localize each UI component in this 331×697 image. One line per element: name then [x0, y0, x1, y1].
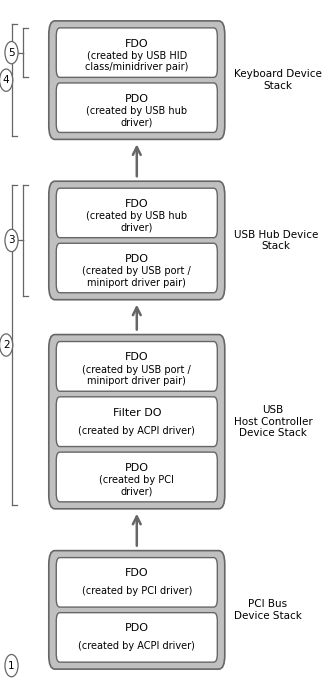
FancyBboxPatch shape	[56, 558, 217, 607]
Text: (created by PCI
driver): (created by PCI driver)	[99, 475, 174, 497]
Text: 4: 4	[3, 75, 10, 85]
FancyBboxPatch shape	[49, 551, 225, 669]
Text: 1: 1	[8, 661, 15, 671]
FancyBboxPatch shape	[56, 452, 217, 502]
FancyBboxPatch shape	[56, 342, 217, 391]
Text: USB
Host Controller
Device Stack: USB Host Controller Device Stack	[234, 405, 312, 438]
Text: (created by ACPI driver): (created by ACPI driver)	[78, 426, 195, 436]
Text: PDO: PDO	[125, 623, 149, 634]
Text: FDO: FDO	[125, 38, 149, 49]
Ellipse shape	[0, 69, 13, 91]
Text: Keyboard Device
Stack: Keyboard Device Stack	[234, 70, 322, 91]
Text: 3: 3	[8, 236, 15, 245]
Text: (created by PCI driver): (created by PCI driver)	[82, 586, 192, 597]
Text: USB Hub Device
Stack: USB Hub Device Stack	[234, 230, 318, 251]
Ellipse shape	[0, 334, 13, 356]
FancyBboxPatch shape	[56, 28, 217, 77]
Text: (created by USB hub
driver): (created by USB hub driver)	[86, 106, 187, 128]
Text: (created by USB hub
driver): (created by USB hub driver)	[86, 211, 187, 233]
FancyBboxPatch shape	[56, 613, 217, 662]
Text: PDO: PDO	[125, 463, 149, 473]
Ellipse shape	[5, 41, 18, 64]
FancyBboxPatch shape	[56, 188, 217, 238]
Text: (created by USB HID
class/minidriver pair): (created by USB HID class/minidriver pai…	[85, 51, 188, 72]
Text: FDO: FDO	[125, 199, 149, 209]
FancyBboxPatch shape	[49, 21, 225, 139]
Text: PCI Bus
Device Stack: PCI Bus Device Stack	[234, 599, 302, 620]
FancyBboxPatch shape	[49, 335, 225, 509]
Text: PDO: PDO	[125, 93, 149, 104]
Text: (created by USB port /
miniport driver pair): (created by USB port / miniport driver p…	[82, 365, 191, 386]
FancyBboxPatch shape	[56, 83, 217, 132]
FancyBboxPatch shape	[49, 181, 225, 300]
Ellipse shape	[5, 654, 18, 677]
Text: 2: 2	[3, 340, 10, 350]
Text: 5: 5	[8, 47, 15, 58]
Text: Filter DO: Filter DO	[113, 408, 161, 418]
FancyBboxPatch shape	[56, 243, 217, 293]
Text: FDO: FDO	[125, 352, 149, 362]
Text: FDO: FDO	[125, 568, 149, 579]
Text: PDO: PDO	[125, 254, 149, 264]
FancyBboxPatch shape	[56, 397, 217, 447]
Text: (created by ACPI driver): (created by ACPI driver)	[78, 641, 195, 652]
Text: (created by USB port /
miniport driver pair): (created by USB port / miniport driver p…	[82, 266, 191, 288]
Ellipse shape	[5, 229, 18, 252]
